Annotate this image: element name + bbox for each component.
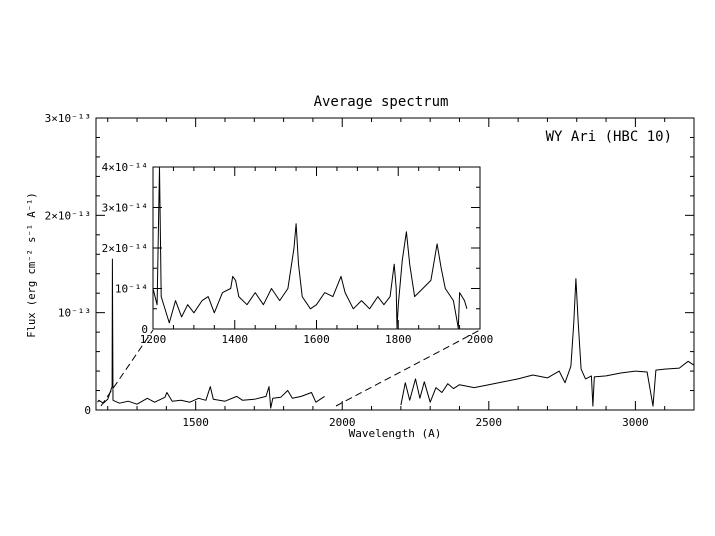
y-tick-label: 4×10⁻¹⁴: [102, 161, 148, 174]
y-tick-label: 2×10⁻¹³: [45, 209, 91, 222]
x-tick-label: 2500: [476, 416, 503, 429]
inset-spectrum: [152, 166, 468, 329]
y-tick-label: 3×10⁻¹³: [45, 112, 91, 125]
x-tick-label: 1400: [222, 333, 249, 346]
zoom-line-left: [100, 329, 154, 407]
inset-axis-ticks: 1200 1400 1600 1800 2000 0 10⁻¹⁴ 2×10⁻¹⁴ 3×10⁻¹⁴…: [102, 161, 494, 346]
x-tick-label: 1600: [303, 333, 330, 346]
y-tick-label: 10⁻¹⁴: [115, 283, 148, 296]
spectrum-line-segment: [400, 278, 695, 407]
spectrum-line-segment: [97, 258, 325, 409]
chart-title: Average spectrum: [314, 94, 449, 110]
y-tick-label: 0: [141, 323, 148, 336]
zoom-line-right: [335, 329, 481, 407]
x-tick-label: 3000: [622, 416, 649, 429]
y-tick-label: 0: [84, 404, 91, 417]
x-axis-label: Wavelength (A): [349, 427, 442, 440]
x-tick-label: 1800: [385, 333, 412, 346]
x-tick-label: 2000: [329, 416, 356, 429]
y-tick-label: 3×10⁻¹⁴: [102, 202, 148, 215]
main-axis-ticks: 1500 2000 2500 3000 0 10⁻¹³ 2×10⁻¹³ 3×10⁻¹³: [45, 112, 695, 429]
main-plot-frame: [95, 117, 695, 411]
y-axis-label: Flux (erg cm⁻² s⁻¹ A⁻¹): [26, 192, 38, 337]
x-tick-label: 2000: [467, 333, 494, 346]
y-tick-label: 10⁻¹³: [58, 307, 91, 320]
x-tick-label: 1500: [182, 416, 209, 429]
y-tick-label: 2×10⁻¹⁴: [102, 242, 148, 255]
star-label: WY Ari (HBC 10): [546, 129, 672, 145]
spectrum-line-segment: [152, 166, 468, 329]
x-tick-label: 1200: [140, 333, 167, 346]
main-spectrum: [97, 258, 695, 409]
